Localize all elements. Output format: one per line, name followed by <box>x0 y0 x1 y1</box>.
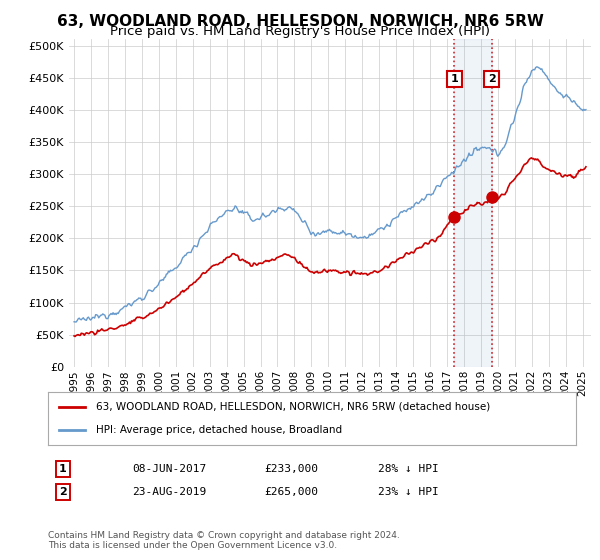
Text: 23% ↓ HPI: 23% ↓ HPI <box>378 487 439 497</box>
Text: Contains HM Land Registry data © Crown copyright and database right 2024.
This d: Contains HM Land Registry data © Crown c… <box>48 530 400 550</box>
Text: Price paid vs. HM Land Registry's House Price Index (HPI): Price paid vs. HM Land Registry's House … <box>110 25 490 38</box>
Text: 2: 2 <box>488 74 496 84</box>
Bar <box>454 39 491 367</box>
Text: 28% ↓ HPI: 28% ↓ HPI <box>378 464 439 474</box>
Text: 63, WOODLAND ROAD, HELLESDON, NORWICH, NR6 5RW: 63, WOODLAND ROAD, HELLESDON, NORWICH, N… <box>56 14 544 29</box>
Text: 08-JUN-2017: 08-JUN-2017 <box>132 464 206 474</box>
Text: 1: 1 <box>451 74 458 84</box>
Text: 2: 2 <box>59 487 67 497</box>
Text: £265,000: £265,000 <box>264 487 318 497</box>
Text: 23-AUG-2019: 23-AUG-2019 <box>132 487 206 497</box>
Text: £233,000: £233,000 <box>264 464 318 474</box>
Text: 1: 1 <box>59 464 67 474</box>
Text: 63, WOODLAND ROAD, HELLESDON, NORWICH, NR6 5RW (detached house): 63, WOODLAND ROAD, HELLESDON, NORWICH, N… <box>95 402 490 412</box>
Text: HPI: Average price, detached house, Broadland: HPI: Average price, detached house, Broa… <box>95 425 341 435</box>
